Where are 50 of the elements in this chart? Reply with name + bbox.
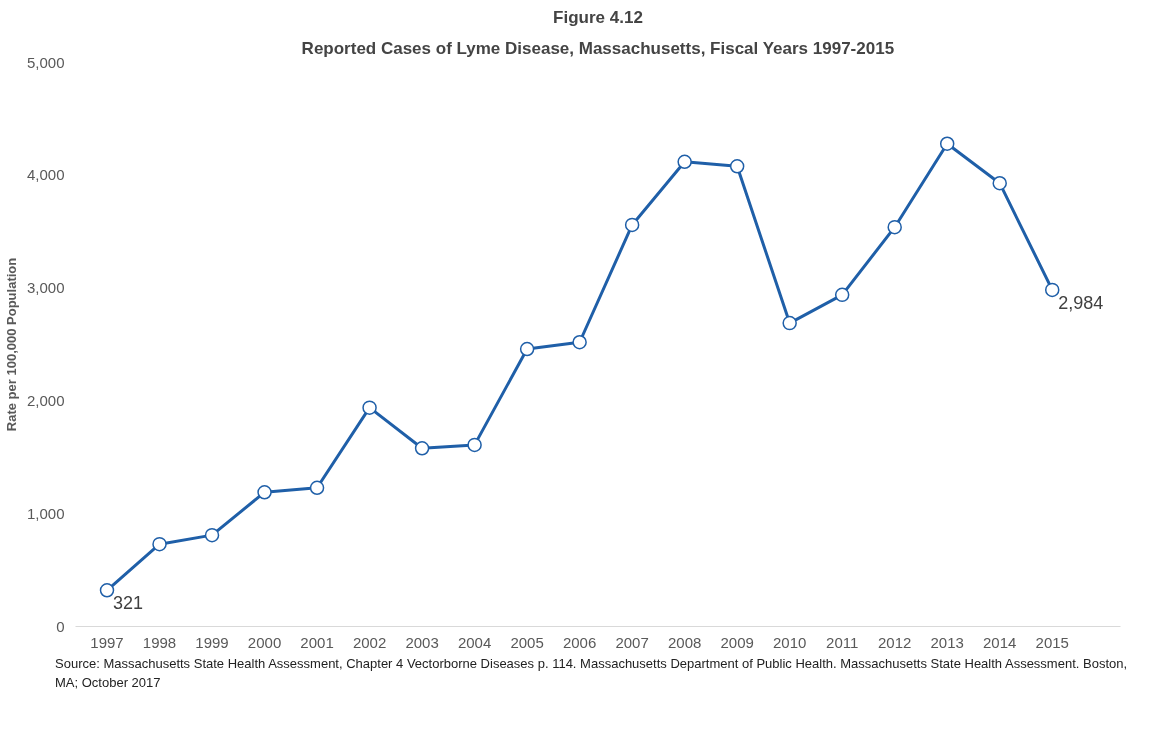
x-tick-label: 2004 [457, 633, 492, 651]
x-tick-label: 2000 [247, 633, 282, 651]
point [677, 154, 692, 169]
x-tick-label: 1999 [195, 633, 229, 651]
x-tick-label: 2011 [826, 633, 859, 651]
point [519, 341, 535, 357]
y-tick-label: 3,000 [26, 279, 65, 297]
y-tick-label: 2,000 [26, 391, 65, 409]
x-tick-label: 2012 [878, 633, 912, 651]
point [1044, 282, 1060, 298]
chart-subtitle: Reported Cases of Lyme Disease, Massachusetts, Fiscal Years 1997-2015 [301, 38, 895, 58]
x-tick-label: 1997 [90, 633, 124, 651]
point [992, 175, 1007, 191]
point [729, 159, 745, 174]
point [624, 217, 640, 233]
y-axis-title: Rate per 100,000 Population [3, 257, 19, 432]
point [887, 219, 902, 235]
point [782, 315, 797, 331]
point [834, 287, 850, 303]
x-tick-label: 2006 [562, 633, 597, 651]
data-label: 2,984 [1058, 292, 1104, 313]
x-tick-label: 2005 [510, 633, 544, 651]
x-tick-label: 2015 [1035, 633, 1069, 651]
x-tick-label: 2010 [772, 633, 807, 651]
data-label: 321 [113, 593, 144, 614]
point [309, 480, 325, 495]
point [204, 527, 220, 543]
x-tick-label: 2013 [930, 633, 964, 651]
x-tick-label: 2002 [352, 633, 387, 651]
y-tick-label: 4,000 [26, 166, 65, 184]
chart-title: Figure 4.12 [553, 7, 643, 27]
point [152, 536, 167, 552]
point [414, 441, 430, 456]
x-tick-label: 2009 [720, 633, 754, 651]
x-tick-label: 2001 [300, 633, 334, 651]
x-tick-label: 1998 [142, 633, 177, 651]
point [939, 136, 955, 151]
point [362, 400, 377, 415]
x-tick-label: 2008 [667, 633, 702, 651]
y-tick-label: 0 [56, 617, 65, 635]
point [99, 583, 115, 598]
source-note: Source: Massachusetts State Health Assessment, Chapter 4 Vectorborne Diseases p. 114. Massachusetts Department of Public Health. Massachusetts State Health Assessment. Boston, MA; October 2017 [55, 655, 1129, 692]
y-tick-label: 1,000 [26, 504, 65, 522]
x-tick-label: 2003 [405, 633, 439, 651]
point [572, 335, 587, 350]
point [257, 485, 272, 500]
y-tick-label: 5,000 [26, 53, 65, 71]
x-tick-label: 2007 [615, 633, 649, 651]
point [467, 437, 482, 453]
x-tick-label: 2014 [983, 633, 1017, 651]
